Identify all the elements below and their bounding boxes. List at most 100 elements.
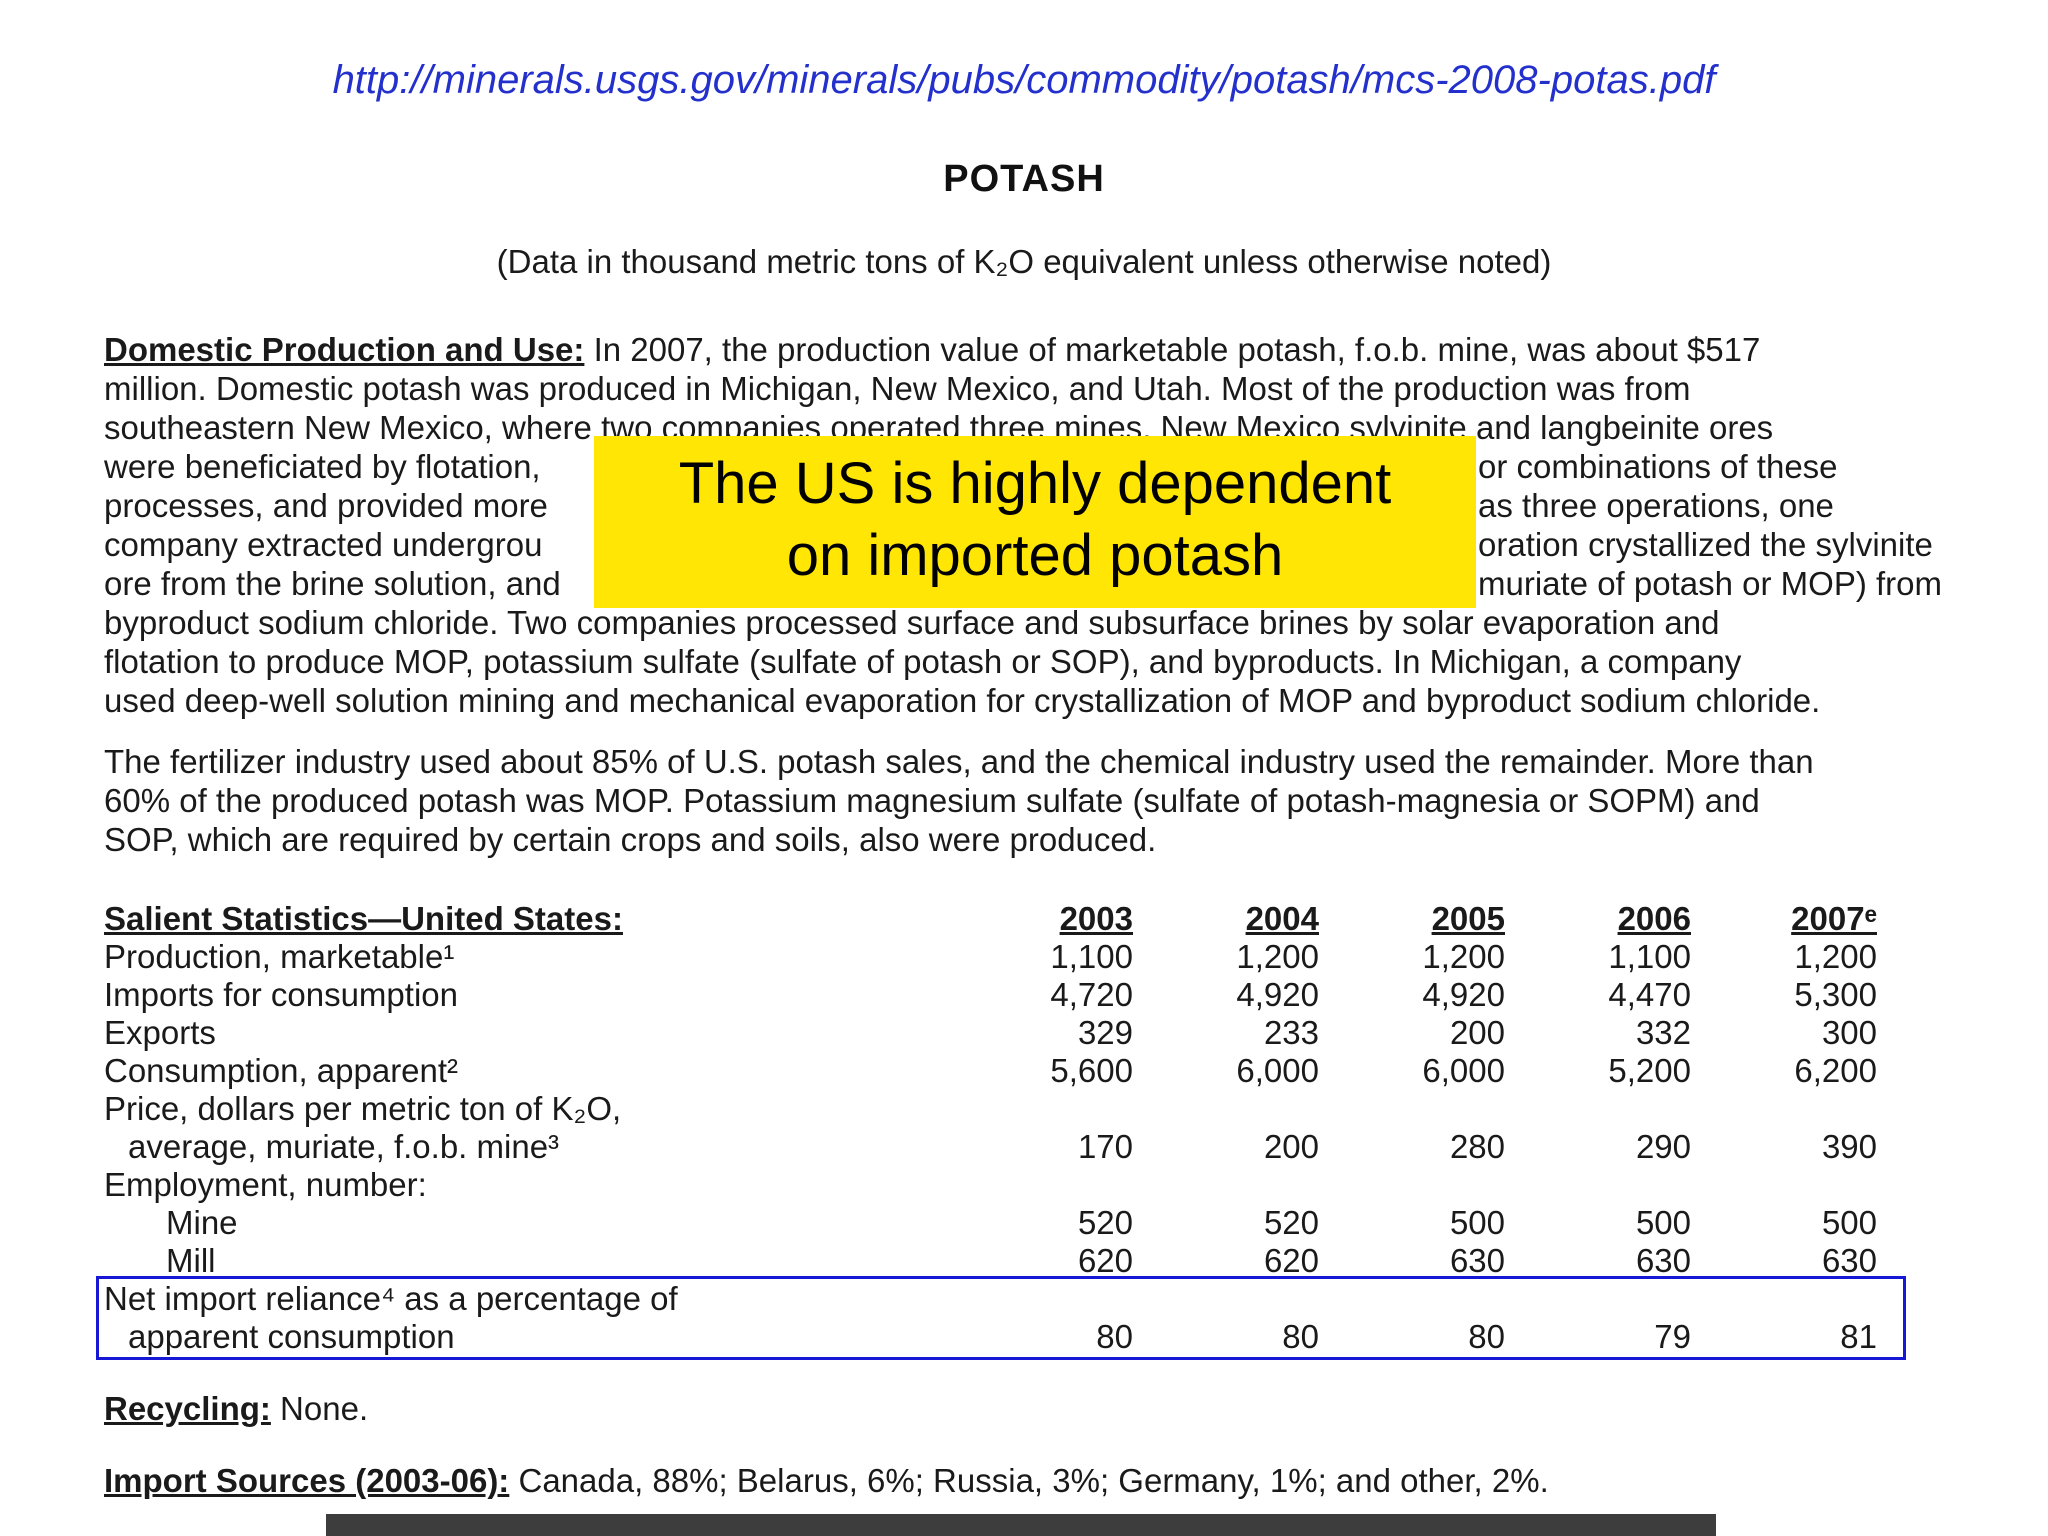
value-cell: 520 (1263, 1204, 1319, 1241)
paragraph-line: SOP, which are required by certain crops… (104, 821, 1157, 858)
value-cell: 332 (1635, 1014, 1691, 1051)
value-cell: 520 (1077, 1204, 1133, 1241)
value-cell: 630 (1449, 1242, 1505, 1279)
table-header-row: Salient Statistics—United States: 2003 2… (104, 900, 2004, 938)
row-label: Imports for consumption (104, 976, 458, 1013)
row-label: Net import reliance⁴ as a percentage of (104, 1280, 678, 1317)
callout-line: The US is highly dependent (678, 451, 1392, 516)
value-cell: 4,920 (1422, 976, 1505, 1013)
salient-statistics-table: Salient Statistics—United States: 2003 2… (104, 900, 2004, 1356)
value-cell: 6,000 (1236, 1052, 1319, 1089)
row-label: Price, dollars per metric ton of K₂O, (104, 1090, 622, 1127)
value-cell: 80 (1096, 1318, 1133, 1355)
paragraph-line: The fertilizer industry used about 85% o… (104, 743, 1814, 780)
paragraph-line: ore from the brine solution, and muriate… (104, 564, 2024, 603)
value-cell (1505, 1090, 1691, 1128)
value-cell (1691, 1166, 1877, 1204)
value-cell: 80 (1282, 1318, 1319, 1355)
paragraph-line: were beneficiated by flotation, or combi… (104, 447, 2024, 486)
table-row: average, muriate, f.o.b. mine³ 170 200 2… (104, 1128, 2004, 1166)
table-row: Consumption, apparent² 5,600 6,000 6,000… (104, 1052, 2004, 1090)
value-cell: 329 (1077, 1014, 1133, 1051)
value-cell (1691, 1090, 1877, 1128)
value-cell: 1,200 (1236, 938, 1319, 975)
paragraph-line: used deep-well solution mining and mecha… (104, 682, 1821, 719)
table-row: Employment, number: (104, 1166, 2004, 1204)
paragraph-line-continuation: or combinations of these (1478, 448, 1838, 485)
value-cell: 5,300 (1794, 976, 1877, 1013)
recycling-text: None. (270, 1390, 369, 1427)
row-label: average, muriate, f.o.b. mine³ (128, 1128, 560, 1165)
value-cell: 280 (1449, 1128, 1505, 1165)
row-label: Production, marketable¹ (104, 938, 455, 975)
table-row: Net import reliance⁴ as a percentage of (104, 1280, 2004, 1318)
section-heading-import-sources: Import Sources (2003-06): (104, 1462, 510, 1499)
value-cell: 4,470 (1608, 976, 1691, 1013)
table-row: Price, dollars per metric ton of K₂O, (104, 1090, 2004, 1128)
row-label: Mine (166, 1204, 238, 1241)
row-label: Employment, number: (104, 1166, 427, 1203)
paragraph-text: In 2007, the production value of marketa… (584, 331, 1761, 368)
row-label: Mill (166, 1242, 216, 1279)
value-cell (1133, 1090, 1319, 1128)
paragraph-text: company extracted undergrou (104, 526, 543, 563)
value-cell: 1,100 (1050, 938, 1133, 975)
section-heading-domestic: Domestic Production and Use: (104, 331, 585, 368)
domestic-production-paragraph: Domestic Production and Use: In 2007, th… (104, 330, 2024, 720)
paragraph-text: ore from the brine solution, and (104, 565, 561, 602)
import-sources-text: Canada, 88%; Belarus, 6%; Russia, 3%; Ge… (509, 1462, 1549, 1499)
year-column-header: 2005 (1431, 900, 1505, 937)
section-heading-recycling: Recycling: (104, 1390, 271, 1427)
value-cell: 80 (1468, 1318, 1505, 1355)
table-row: Mine 520 520 500 500 500 (104, 1204, 2004, 1242)
import-sources-line: Import Sources (2003-06): Canada, 88%; B… (104, 1462, 1549, 1500)
source-url-link[interactable]: http://minerals.usgs.gov/minerals/pubs/c… (332, 58, 1716, 102)
value-cell: 200 (1263, 1128, 1319, 1165)
value-cell (947, 1166, 1133, 1204)
value-cell: 620 (1263, 1242, 1319, 1279)
value-cell: 500 (1635, 1204, 1691, 1241)
value-cell: 79 (1654, 1318, 1691, 1355)
value-cell: 300 (1821, 1014, 1877, 1051)
value-cell (947, 1090, 1133, 1128)
table-heading: Salient Statistics—United States: (104, 900, 623, 937)
value-cell: 1,100 (1608, 938, 1691, 975)
year-column-header: 2007ᵉ (1791, 900, 1877, 937)
row-label: Exports (104, 1014, 216, 1051)
value-cell: 290 (1635, 1128, 1691, 1165)
value-cell: 233 (1263, 1014, 1319, 1051)
table-row: apparent consumption 80 80 80 79 81 (104, 1318, 2004, 1356)
value-cell: 200 (1449, 1014, 1505, 1051)
paragraph-line-continuation: as three operations, one (1478, 487, 1834, 524)
value-cell: 500 (1821, 1204, 1877, 1241)
value-cell: 620 (1077, 1242, 1133, 1279)
value-cell: 81 (1840, 1318, 1877, 1355)
paragraph-line: byproduct sodium chloride. Two companies… (104, 604, 1720, 641)
value-cell: 6,200 (1794, 1052, 1877, 1089)
row-label: Consumption, apparent² (104, 1052, 459, 1089)
year-column-header: 2004 (1245, 900, 1319, 937)
paragraph-line-continuation: oration crystallized the sylvinite (1478, 526, 1933, 563)
row-label: apparent consumption (128, 1318, 455, 1355)
paragraph-text: processes, and provided more (104, 487, 548, 524)
value-cell: 390 (1821, 1128, 1877, 1165)
value-cell (1319, 1090, 1505, 1128)
year-column-header: 2006 (1617, 900, 1691, 937)
paragraph-line: Domestic Production and Use: In 2007, th… (104, 330, 2024, 369)
paragraph-line: company extracted undergrou oration crys… (104, 525, 2024, 564)
paragraph-text: were beneficiated by flotation, (104, 448, 541, 485)
table-row: Exports 329 233 200 332 300 (104, 1014, 2004, 1052)
callout-line: on imported potash (786, 523, 1284, 588)
value-cell (1319, 1166, 1505, 1204)
paragraph-line-continuation: muriate of potash or MOP) from (1478, 565, 1942, 602)
value-cell: 630 (1635, 1242, 1691, 1279)
value-cell: 500 (1449, 1204, 1505, 1241)
page-title: POTASH (943, 158, 1105, 200)
value-cell: 1,200 (1422, 938, 1505, 975)
table-row: Imports for consumption 4,720 4,920 4,92… (104, 976, 2004, 1014)
value-cell: 4,920 (1236, 976, 1319, 1013)
value-cell (1505, 1166, 1691, 1204)
page-subtitle: (Data in thousand metric tons of K₂O equ… (496, 243, 1552, 280)
value-cell: 5,200 (1608, 1052, 1691, 1089)
